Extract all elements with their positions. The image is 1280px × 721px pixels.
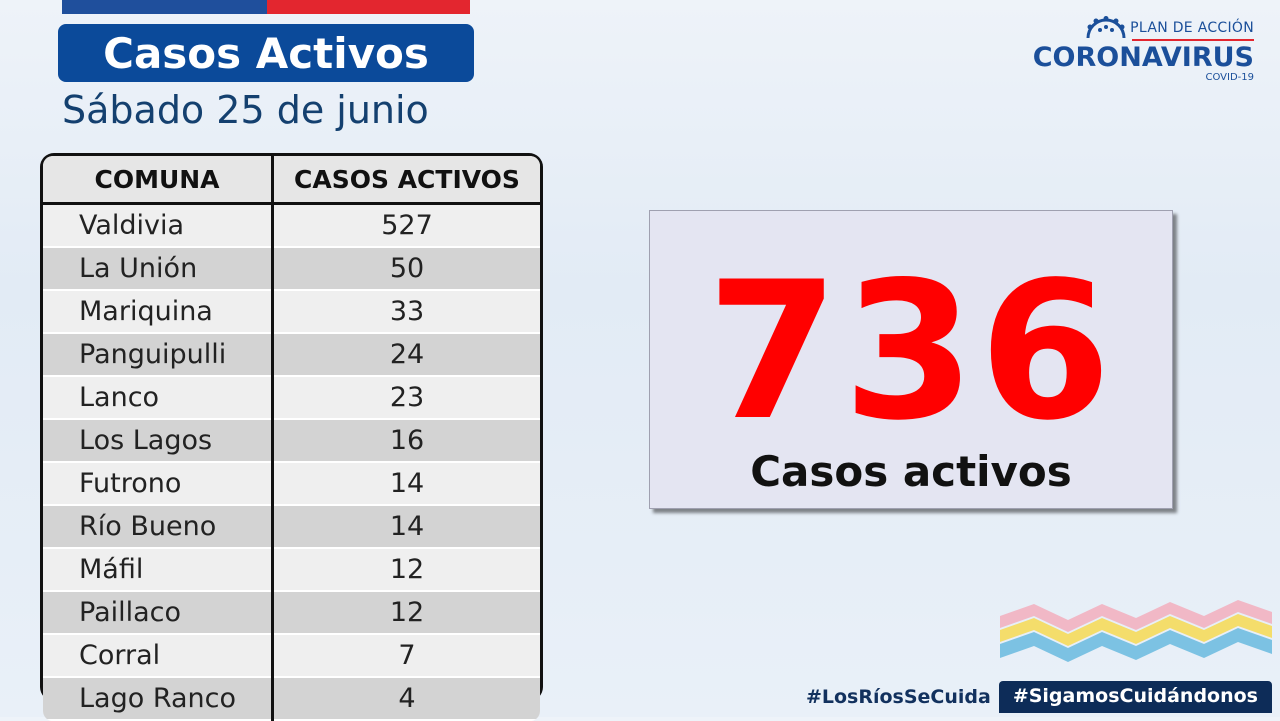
table-row: Corral 7 xyxy=(43,634,540,678)
logo-divider xyxy=(1132,39,1254,41)
coronavirus-plan-logo: PLAN DE ACCIÓN CORONAVIRUS COVID-19 xyxy=(1024,14,1254,86)
comuna-cell: Valdivia xyxy=(43,203,274,248)
total-cases-number: 736 xyxy=(706,241,1116,462)
casos-cell: 4 xyxy=(272,677,540,721)
comuna-cell: Corral xyxy=(43,634,274,678)
table-row: Máfil 12 xyxy=(43,548,540,592)
comuna-cell: Panguipulli xyxy=(43,333,274,377)
casos-cell: 50 xyxy=(272,247,540,291)
hashtag-sigamos: #SigamosCuidándonos xyxy=(998,681,1272,713)
casos-cell: 12 xyxy=(272,591,540,635)
logo-name: CORONAVIRUS xyxy=(1032,42,1254,73)
casos-cell: 33 xyxy=(272,290,540,334)
comuna-cell: Máfil xyxy=(43,548,274,592)
table-row: Mariquina 33 xyxy=(43,290,540,334)
table-row: Lago Ranco 4 xyxy=(43,677,540,721)
table-row: Río Bueno 14 xyxy=(43,505,540,549)
virus-icon xyxy=(1086,16,1126,38)
casos-cell: 14 xyxy=(272,462,540,506)
column-header-comuna: COMUNA xyxy=(43,156,274,205)
total-cases-panel: 736 Casos activos xyxy=(649,210,1173,509)
comuna-cell: Río Bueno xyxy=(43,505,274,549)
comuna-cell: Mariquina xyxy=(43,290,274,334)
comuna-cell: Lago Ranco xyxy=(43,677,274,721)
casos-cell: 527 xyxy=(272,203,540,248)
comuna-cell: Paillaco xyxy=(43,591,274,635)
top-flag-bar xyxy=(62,0,470,14)
table-row: Futrono 14 xyxy=(43,462,540,506)
total-cases-label: Casos activos xyxy=(750,447,1072,496)
column-header-casos: CASOS ACTIVOS xyxy=(272,156,540,205)
comuna-cell: Futrono xyxy=(43,462,274,506)
casos-cell: 16 xyxy=(272,419,540,463)
casos-cell: 14 xyxy=(272,505,540,549)
table-row: Los Lagos 16 xyxy=(43,419,540,463)
date-subtitle: Sábado 25 de junio xyxy=(62,88,429,132)
footer-hashtags: #LosRíosSeCuida #SigamosCuidándonos xyxy=(806,681,1272,713)
cases-table: COMUNA CASOS ACTIVOS Valdivia 527 La Unió… xyxy=(40,153,543,721)
logo-sub: COVID-19 xyxy=(1205,72,1254,83)
casos-cell: 12 xyxy=(272,548,540,592)
casos-cell: 24 xyxy=(272,333,540,377)
logo-plan-text: PLAN DE ACCIÓN xyxy=(1130,20,1254,36)
comuna-cell: Lanco xyxy=(43,376,274,420)
table-row: Panguipulli 24 xyxy=(43,333,540,377)
casos-cell: 7 xyxy=(272,634,540,678)
table-row: Valdivia 527 xyxy=(43,203,540,248)
flag-blue-stripe xyxy=(62,0,267,14)
page-title: Casos Activos xyxy=(58,24,474,82)
comuna-cell: Los Lagos xyxy=(43,419,274,463)
casos-cell: 23 xyxy=(272,376,540,420)
table-row: Lanco 23 xyxy=(43,376,540,420)
hashtag-los-rios: #LosRíosSeCuida xyxy=(805,686,991,708)
decorative-zigzag-graphic xyxy=(1000,600,1272,662)
table-row: La Unión 50 xyxy=(43,247,540,291)
comuna-cell: La Unión xyxy=(43,247,274,291)
table-header-row: COMUNA CASOS ACTIVOS xyxy=(43,156,540,205)
table-row: Paillaco 12 xyxy=(43,591,540,635)
flag-red-stripe xyxy=(267,0,470,14)
